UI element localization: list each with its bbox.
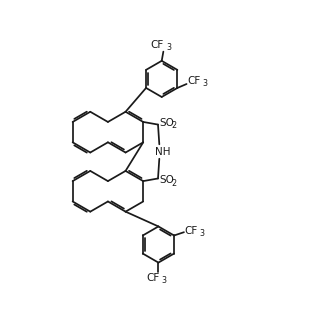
Text: SO: SO xyxy=(160,176,175,185)
Text: 3: 3 xyxy=(167,43,172,52)
Text: SO: SO xyxy=(160,117,175,128)
Text: 2: 2 xyxy=(172,179,177,188)
Text: 2: 2 xyxy=(172,121,177,130)
Text: CF: CF xyxy=(146,273,159,283)
Text: 3: 3 xyxy=(162,277,167,285)
Text: CF: CF xyxy=(187,76,200,86)
Text: CF: CF xyxy=(151,40,164,50)
Text: CF: CF xyxy=(184,226,198,236)
Text: 3: 3 xyxy=(200,229,205,238)
Text: NH: NH xyxy=(155,147,170,156)
Text: 3: 3 xyxy=(203,80,208,88)
